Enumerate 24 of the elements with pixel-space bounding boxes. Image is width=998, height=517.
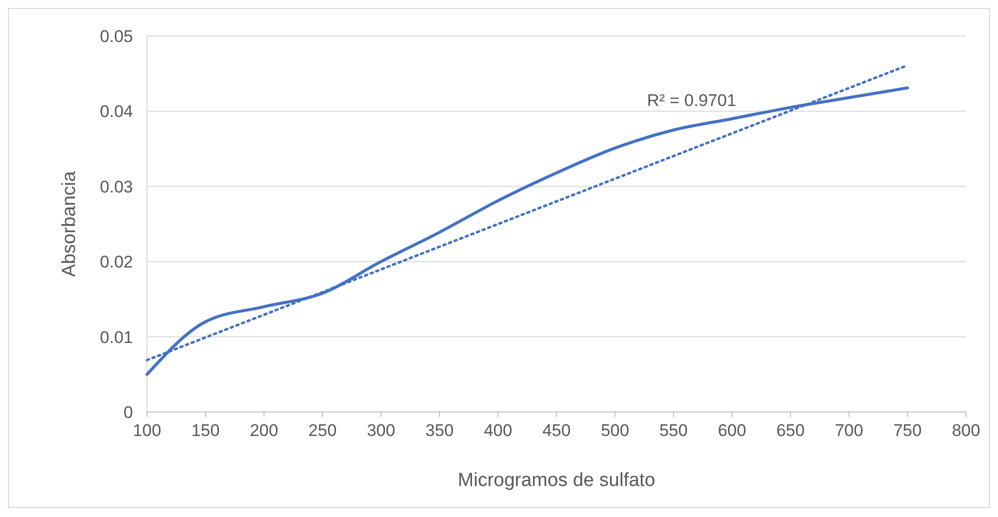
x-tick-label: 450 <box>542 421 571 440</box>
y-axis-title: Absorbancia <box>59 170 80 277</box>
x-tick-label: 800 <box>952 421 980 440</box>
y-tick-label: 0 <box>124 403 133 422</box>
x-tick-label: 600 <box>718 421 746 440</box>
y-tick-label: 0.04 <box>100 102 133 122</box>
x-tick-label: 300 <box>366 421 396 440</box>
annotation: R² = 0.9701 <box>646 91 736 110</box>
x-tick-label: 700 <box>834 421 864 440</box>
y-tick-label: 0.01 <box>100 328 133 347</box>
x-tick-label: 650 <box>776 421 805 440</box>
x-tick-label: 750 <box>893 421 922 440</box>
x-tick-label: 100 <box>132 421 162 440</box>
x-tick-label: 400 <box>484 421 512 440</box>
x-tick-label: 500 <box>600 421 630 440</box>
y-tick-label: 0.03 <box>100 177 133 196</box>
x-tick-label: 350 <box>425 421 454 440</box>
x-tick-label: 550 <box>659 421 688 440</box>
x-tick-label: 250 <box>308 421 337 440</box>
x-tick-label: 200 <box>250 421 278 440</box>
x-tick-label: 150 <box>191 421 220 440</box>
y-tick-label: 0.05 <box>100 27 133 46</box>
y-tick-label: 0.02 <box>100 252 133 272</box>
x-axis-title: Microgramos de sulfato <box>458 470 656 491</box>
